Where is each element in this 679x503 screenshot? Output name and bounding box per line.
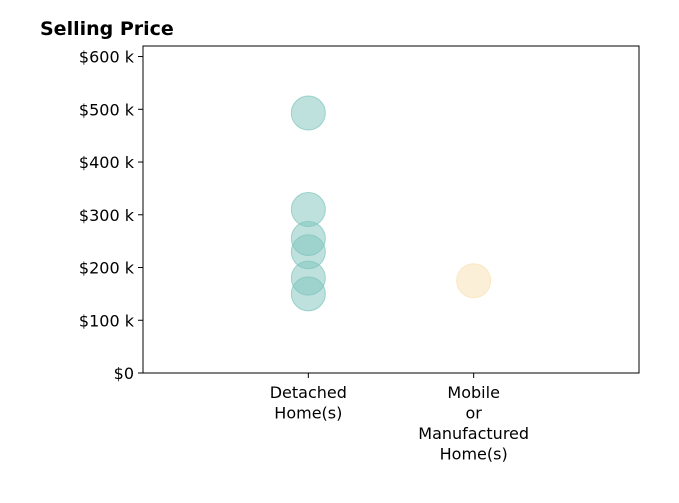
y-tick-label: $300 k xyxy=(79,206,135,225)
y-tick-label: $400 k xyxy=(79,153,135,172)
x-tick-label: Manufactured xyxy=(418,424,529,443)
x-tick-label: or xyxy=(465,404,482,423)
y-tick-label: $600 k xyxy=(79,48,135,67)
plot-area-frame xyxy=(142,45,640,374)
data-point xyxy=(290,276,326,312)
y-tick-label: $100 k xyxy=(79,311,135,330)
y-tick-label: $0 xyxy=(114,364,134,383)
y-axis: $0 $100 k $200 k $300 k $400 k $500 k $600 k xyxy=(79,48,143,383)
x-tick-label: Mobile xyxy=(447,383,499,402)
x-tick-label: Home(s) xyxy=(440,445,508,464)
data-point xyxy=(290,95,326,131)
y-tick-label: $200 k xyxy=(79,259,135,278)
data-points xyxy=(290,95,492,312)
x-tick-label: Home(s) xyxy=(274,404,342,423)
y-tick-label: $500 k xyxy=(79,100,135,119)
chart-title: Selling Price xyxy=(40,18,174,40)
x-tick-label: Detached xyxy=(270,383,347,402)
data-point xyxy=(456,263,492,299)
